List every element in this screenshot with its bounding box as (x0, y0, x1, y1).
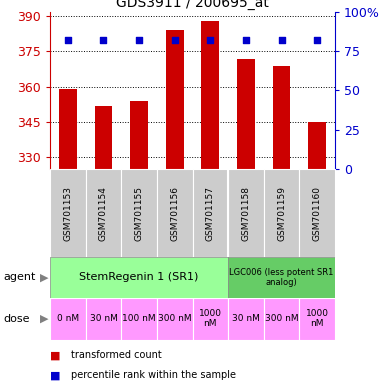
Text: 1000
nM: 1000 nM (199, 309, 222, 328)
Bar (273, 66, 290, 169)
Bar (130, 101, 148, 169)
Point (314, 37, 320, 43)
Bar (121, 298, 157, 340)
Bar (228, 169, 264, 257)
Bar (121, 169, 157, 257)
Bar (50, 257, 228, 298)
Bar (85, 169, 121, 257)
Text: dose: dose (4, 314, 30, 324)
Bar (228, 298, 264, 340)
Text: LGC006 (less potent SR1
analog): LGC006 (less potent SR1 analog) (229, 268, 334, 287)
Bar (201, 21, 219, 169)
Bar (300, 298, 335, 340)
Text: GSM701155: GSM701155 (135, 185, 144, 241)
Point (243, 37, 249, 43)
Text: 300 nM: 300 nM (158, 314, 191, 323)
Text: 100 nM: 100 nM (122, 314, 156, 323)
Text: ■: ■ (50, 350, 60, 360)
Text: GSM701154: GSM701154 (99, 186, 108, 240)
Bar (50, 298, 85, 340)
Point (65, 37, 71, 43)
Title: GDS3911 / 200695_at: GDS3911 / 200695_at (116, 0, 269, 10)
Text: GSM701153: GSM701153 (64, 185, 72, 241)
Text: GSM701158: GSM701158 (241, 185, 250, 241)
Point (100, 37, 107, 43)
Text: 0 nM: 0 nM (57, 314, 79, 323)
Text: 300 nM: 300 nM (265, 314, 298, 323)
Bar (308, 122, 326, 169)
Text: StemRegenin 1 (SR1): StemRegenin 1 (SR1) (79, 272, 199, 283)
Bar (157, 298, 192, 340)
Point (278, 37, 285, 43)
Bar (157, 169, 192, 257)
Bar (59, 89, 77, 169)
Text: GSM701156: GSM701156 (170, 185, 179, 241)
Point (207, 37, 213, 43)
Point (172, 37, 178, 43)
Bar (192, 169, 228, 257)
Text: transformed count: transformed count (71, 350, 162, 360)
Text: percentile rank within the sample: percentile rank within the sample (71, 370, 236, 380)
Point (136, 37, 142, 43)
Text: 1000
nM: 1000 nM (306, 309, 329, 328)
Bar (237, 58, 255, 169)
Bar (264, 298, 300, 340)
Bar (95, 106, 112, 169)
Bar (228, 257, 335, 298)
Bar (166, 30, 184, 169)
Text: 30 nM: 30 nM (90, 314, 117, 323)
Bar (264, 169, 300, 257)
Text: agent: agent (4, 272, 36, 283)
Text: GSM701160: GSM701160 (313, 185, 321, 241)
Text: GSM701157: GSM701157 (206, 185, 215, 241)
Text: ▶: ▶ (40, 314, 49, 324)
Bar (300, 169, 335, 257)
Bar (192, 298, 228, 340)
Text: GSM701159: GSM701159 (277, 185, 286, 241)
Bar (85, 298, 121, 340)
Bar (50, 169, 85, 257)
Text: ▶: ▶ (40, 272, 49, 283)
Text: 30 nM: 30 nM (232, 314, 260, 323)
Text: ■: ■ (50, 370, 60, 380)
